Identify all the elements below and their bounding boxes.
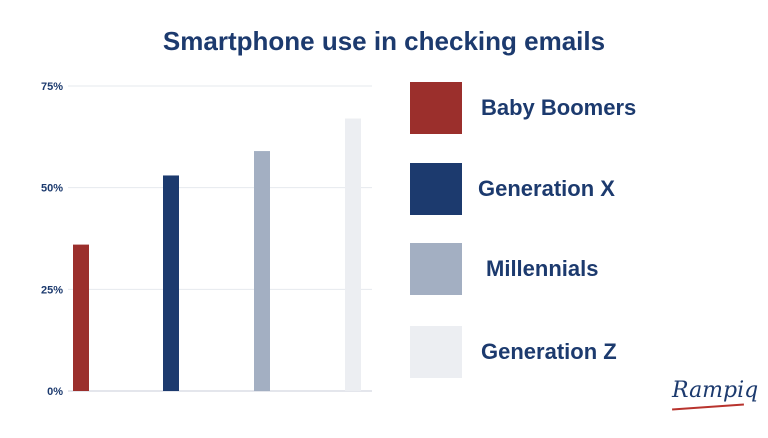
- bar-millennials: [254, 151, 270, 391]
- legend-label: Generation X: [478, 176, 615, 201]
- legend-swatch: [410, 243, 462, 295]
- legend-swatch: [410, 163, 462, 215]
- legend-swatch: [410, 82, 462, 134]
- legend-swatch: [410, 326, 462, 378]
- y-tick-label: 0%: [47, 386, 63, 398]
- y-tick-label: 75%: [41, 81, 63, 93]
- bar-generation-z: [345, 118, 361, 392]
- rampiq-logo: Rampiq: [672, 378, 759, 403]
- bar-baby-boomers: [73, 244, 89, 391]
- legend-label: Baby Boomers: [481, 95, 637, 120]
- y-tick-label: 50%: [41, 183, 63, 195]
- y-tick-label: 25%: [41, 284, 63, 296]
- bar-generation-x: [163, 175, 179, 391]
- legend-label: Millennials: [486, 256, 599, 281]
- chart-title: Smartphone use in checking emails: [162, 26, 606, 56]
- legend-label: Generation Z: [481, 339, 617, 364]
